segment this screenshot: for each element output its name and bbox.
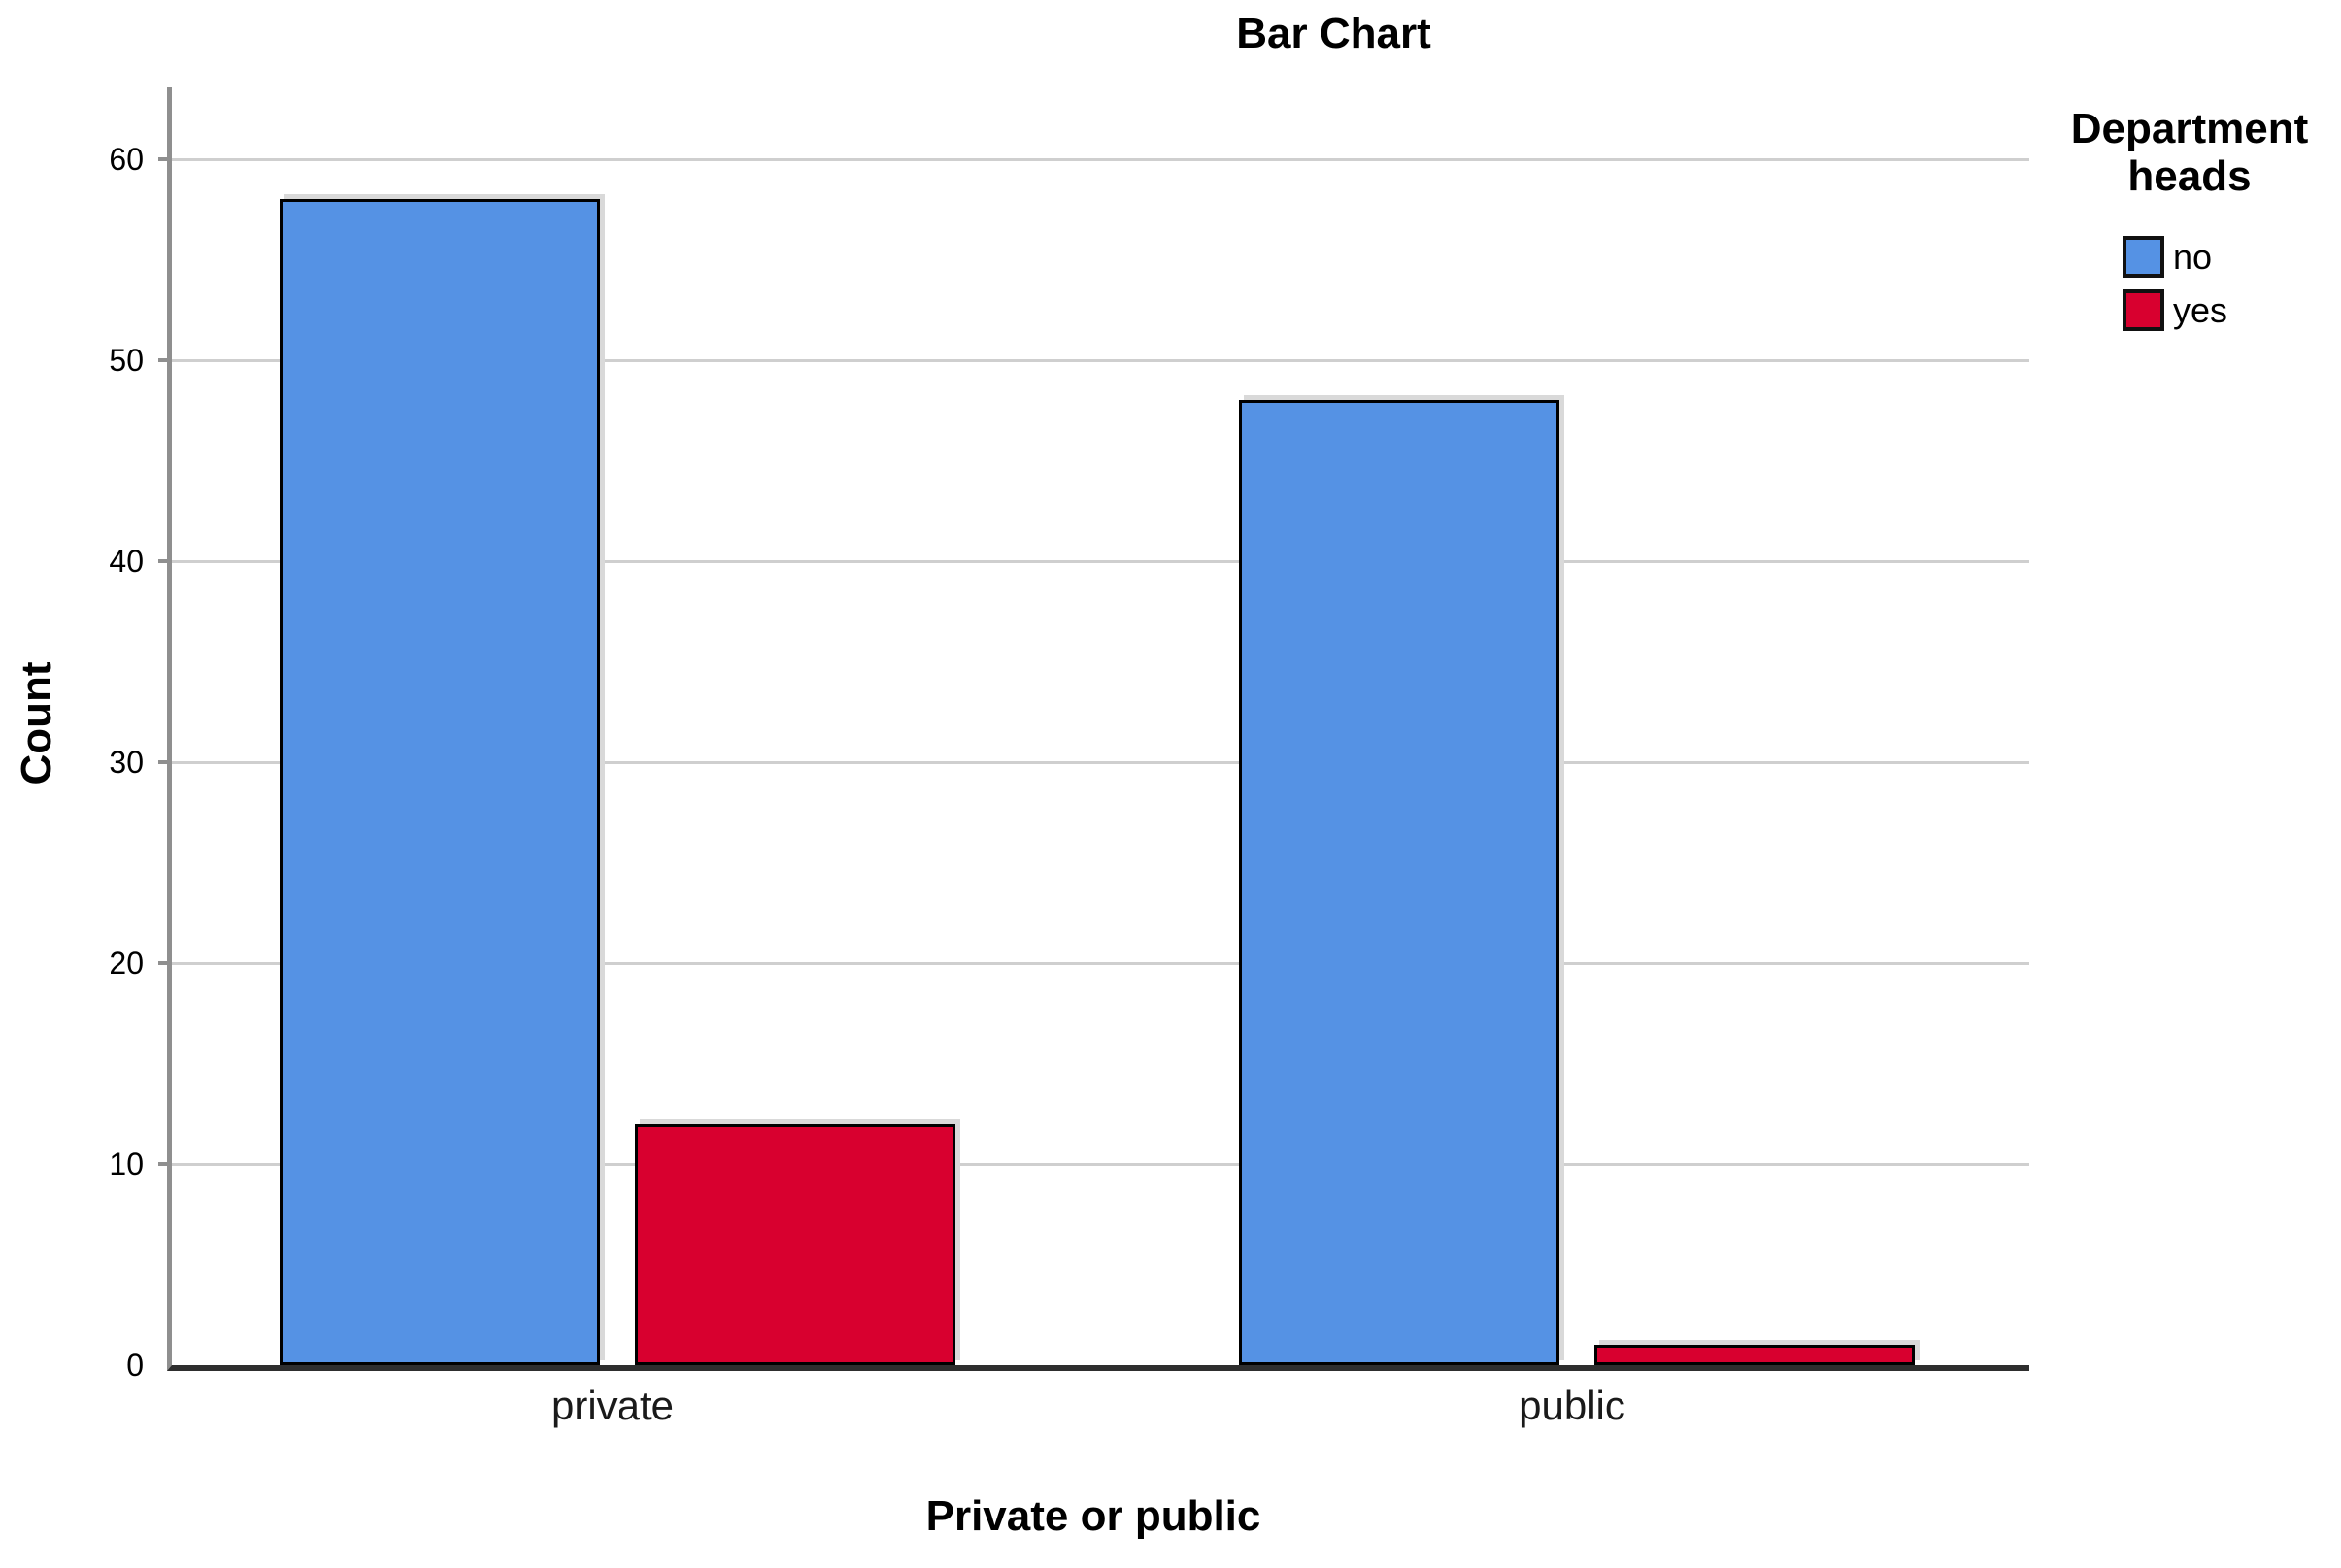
legend-title: Department heads: [2070, 105, 2309, 201]
y-tick-mark-50: [158, 358, 167, 362]
gridline-10: [172, 1162, 2029, 1166]
legend-label-no: no: [2173, 236, 2213, 277]
y-tick-mark-20: [158, 961, 167, 965]
y-tick-label-50: 50: [109, 343, 144, 378]
plot-area: [158, 87, 2029, 1371]
x-axis-title: Private or public: [925, 1492, 1261, 1540]
y-tick-label-60: 60: [109, 142, 144, 177]
chart-title: Bar Chart: [1236, 10, 1431, 57]
gridline-40: [172, 559, 2029, 563]
bar-public-no: [1239, 400, 1559, 1365]
legend-swatch-no: [2123, 235, 2164, 278]
gridline-60: [172, 157, 2029, 161]
legend: Department heads no yes: [2044, 105, 2335, 343]
gridline-20: [172, 961, 2029, 965]
legend-label-yes: yes: [2173, 289, 2228, 330]
y-tick-mark-30: [158, 760, 167, 764]
gridline-30: [172, 760, 2029, 764]
y-tick-mark-40: [158, 559, 167, 563]
y-tick-label-0: 0: [126, 1348, 144, 1383]
y-axis-title: Count: [13, 661, 60, 785]
y-tick-label-10: 10: [109, 1147, 144, 1182]
gridline-50: [172, 358, 2029, 362]
bar-private-yes: [635, 1123, 955, 1365]
legend-items: no yes: [2044, 235, 2335, 331]
y-tick-label-40: 40: [109, 544, 144, 579]
bar-private-no: [280, 199, 600, 1365]
legend-swatch-yes: [2123, 288, 2164, 331]
category-label-private: private: [551, 1383, 675, 1428]
y-tick-mark-60: [158, 157, 167, 161]
legend-item-no: no: [2123, 235, 2335, 278]
y-tick-label-20: 20: [109, 946, 144, 981]
category-label-public: public: [1519, 1383, 1625, 1428]
y-tick-label-30: 30: [109, 745, 144, 780]
legend-item-yes: yes: [2123, 288, 2335, 331]
y-tick-mark-10: [158, 1162, 167, 1166]
bar-public-yes: [1594, 1345, 1915, 1365]
